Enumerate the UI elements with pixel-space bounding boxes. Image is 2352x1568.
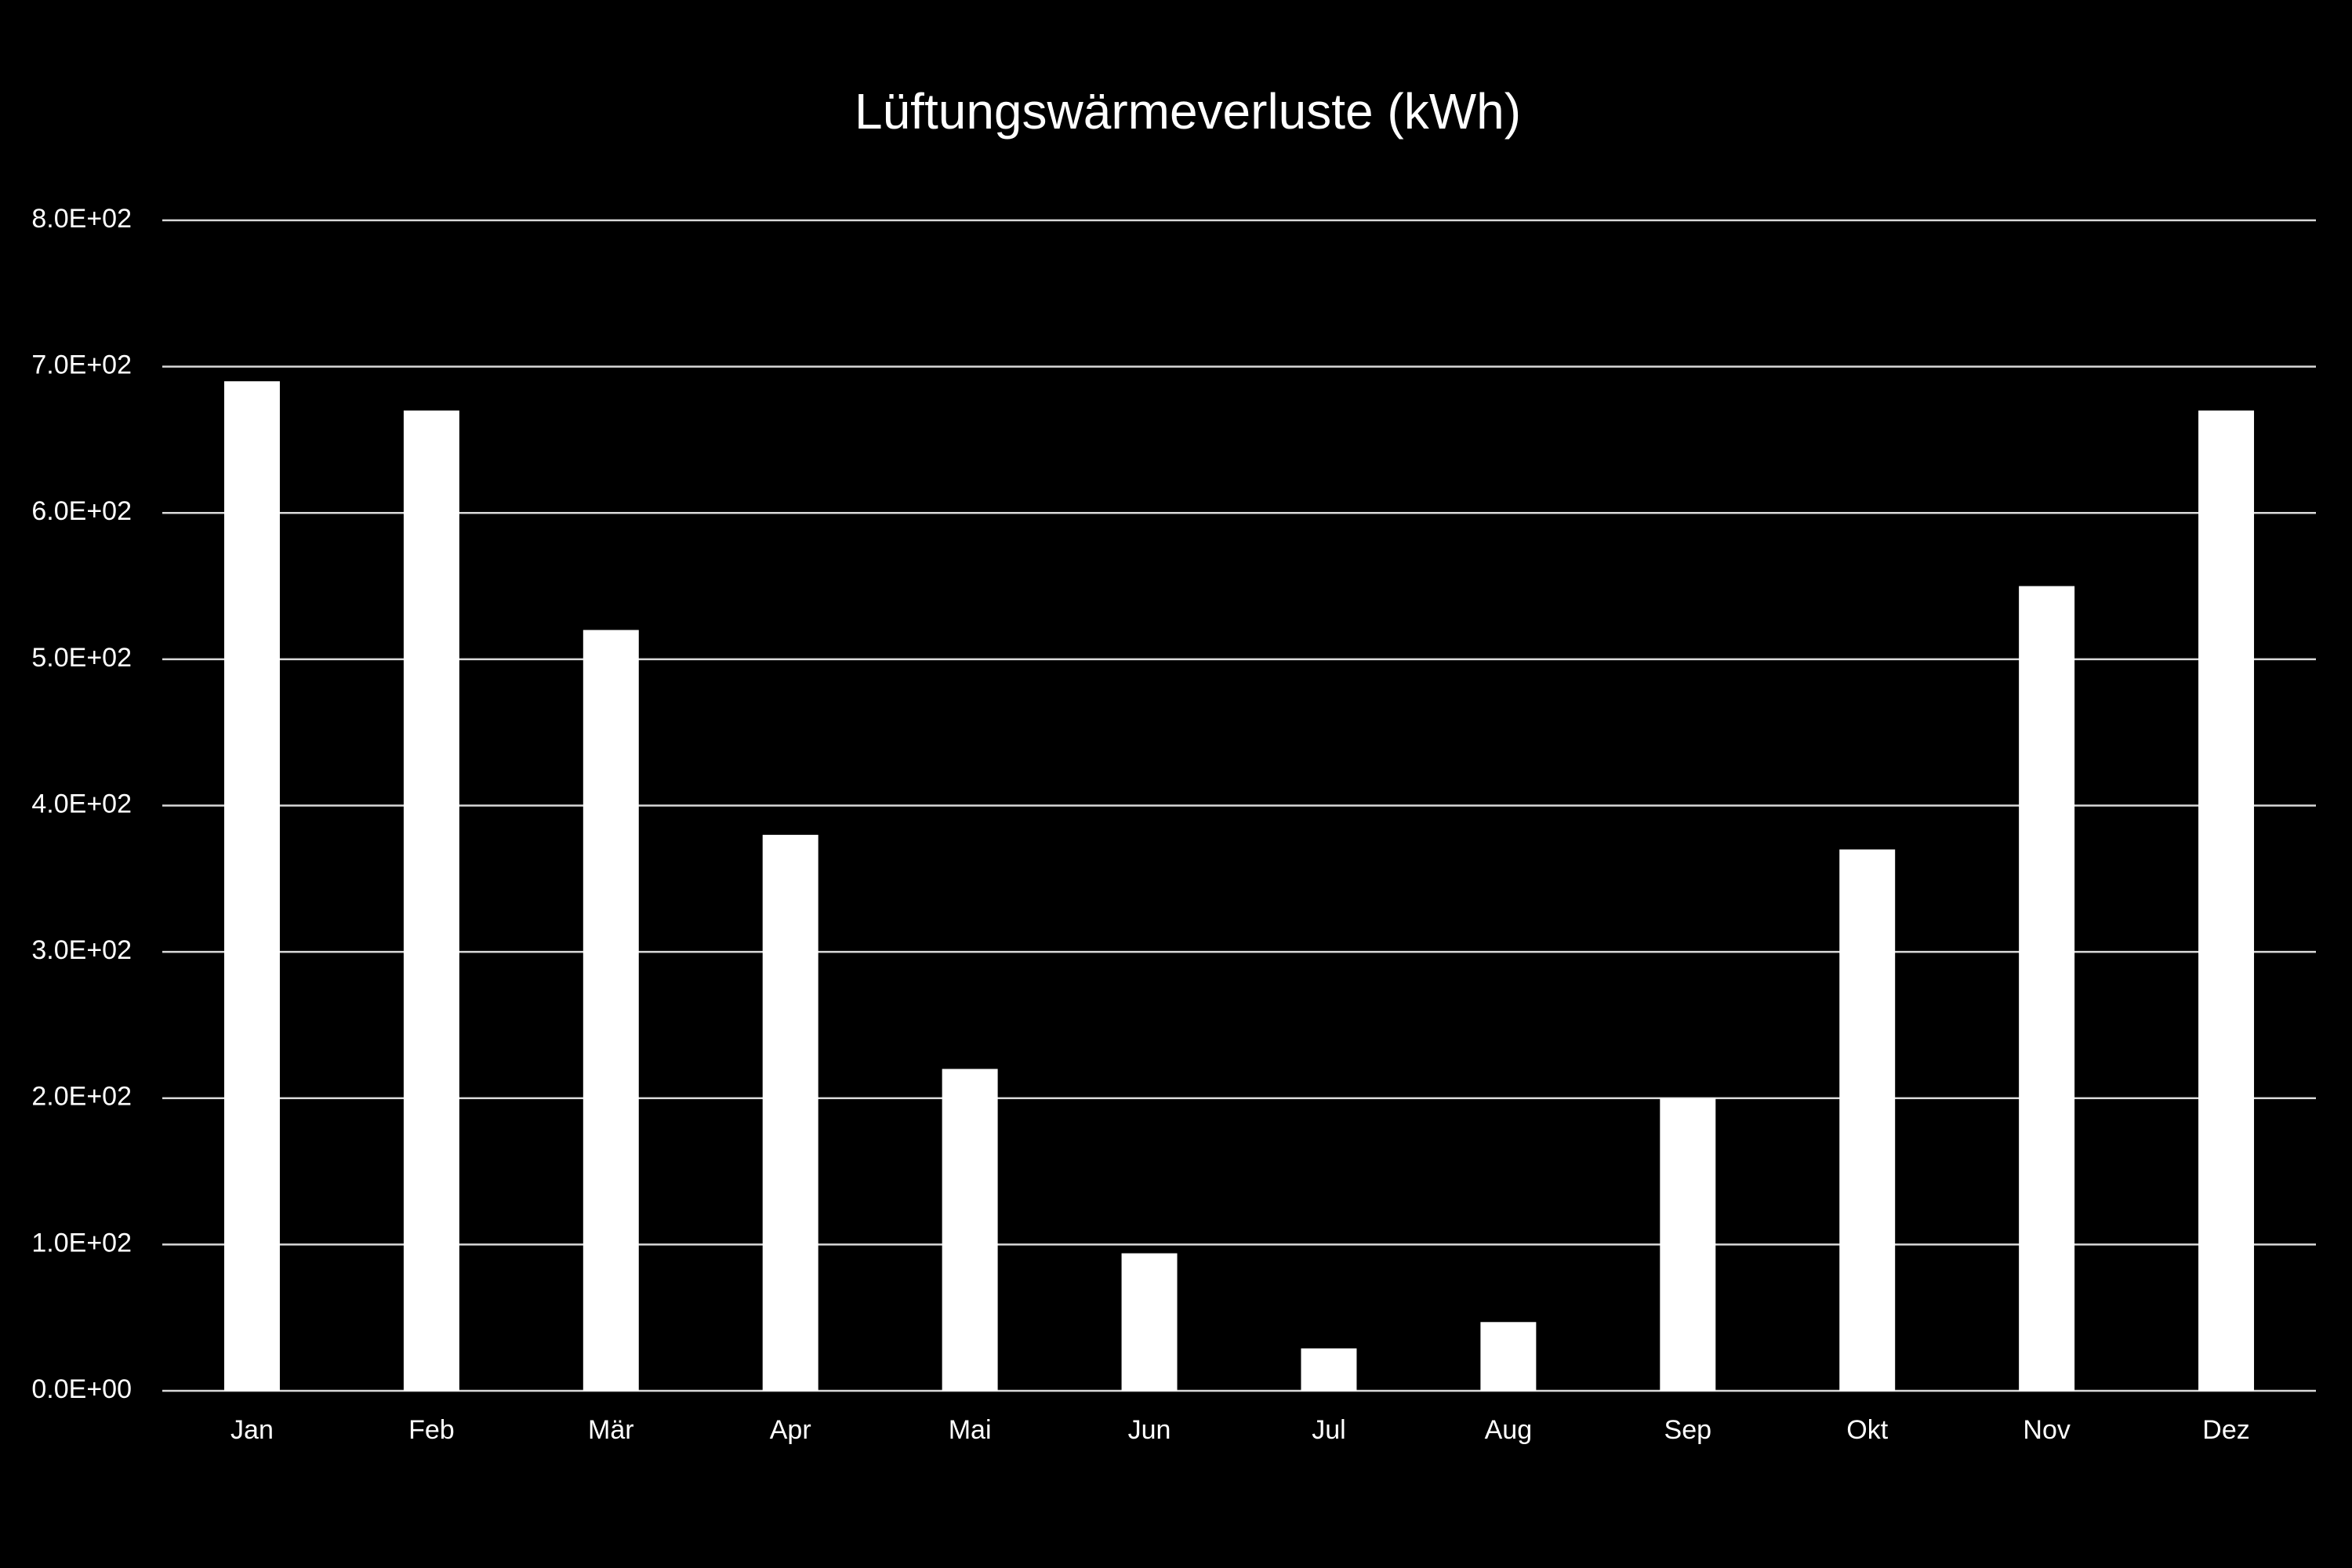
bar — [942, 1069, 998, 1391]
x-tick-label: Mai — [949, 1415, 992, 1445]
x-tick-label: Dez — [2202, 1415, 2249, 1445]
x-tick-label: Feb — [408, 1415, 455, 1445]
y-tick-label: 6.0E+02 — [31, 496, 132, 526]
y-tick-label: 7.0E+02 — [31, 350, 132, 380]
x-tick-label: Aug — [1485, 1415, 1533, 1445]
bar — [1121, 1253, 1178, 1391]
y-tick-label: 0.0E+00 — [31, 1374, 132, 1404]
x-tick-label: Sep — [1664, 1415, 1712, 1445]
chart-title: Lüftungswärmeverluste (kWh) — [855, 83, 1521, 140]
x-tick-label: Nov — [2023, 1415, 2070, 1445]
x-tick-label: Okt — [1846, 1415, 1888, 1445]
bar — [1839, 849, 1896, 1391]
y-tick-label: 4.0E+02 — [31, 789, 132, 818]
x-tick-label: Jul — [1312, 1415, 1345, 1445]
bar — [1480, 1322, 1537, 1391]
y-tick-label: 3.0E+02 — [31, 935, 132, 965]
y-tick-label: 5.0E+02 — [31, 643, 132, 673]
x-tick-label: Jun — [1128, 1415, 1171, 1445]
bar — [2019, 586, 2075, 1391]
x-tick-label: Mär — [588, 1415, 634, 1445]
y-tick-label: 8.0E+02 — [31, 204, 132, 234]
x-tick-label: Jan — [230, 1415, 274, 1445]
bar — [223, 381, 280, 1392]
y-tick-label: 2.0E+02 — [31, 1082, 132, 1112]
y-tick-label: 1.0E+02 — [31, 1228, 132, 1258]
x-tick-label: Apr — [770, 1415, 811, 1445]
bar — [403, 410, 459, 1391]
bar — [2198, 410, 2255, 1391]
bar — [583, 630, 639, 1391]
bar — [1301, 1348, 1357, 1391]
bar — [1660, 1098, 1716, 1391]
bar — [762, 834, 818, 1391]
